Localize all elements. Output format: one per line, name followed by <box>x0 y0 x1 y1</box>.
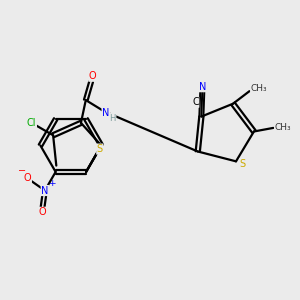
Text: N: N <box>102 108 110 118</box>
Text: +: + <box>48 179 55 188</box>
Text: H: H <box>110 113 116 122</box>
Text: S: S <box>97 144 103 154</box>
Text: Cl: Cl <box>27 118 36 128</box>
Text: N: N <box>199 82 206 92</box>
Text: O: O <box>24 173 32 183</box>
Text: C: C <box>192 97 199 107</box>
Text: −: − <box>17 166 26 176</box>
Text: O: O <box>89 71 97 81</box>
Text: N: N <box>41 185 49 196</box>
Text: O: O <box>39 207 46 217</box>
Text: CH₃: CH₃ <box>274 123 291 132</box>
Text: CH₃: CH₃ <box>251 84 267 93</box>
Text: S: S <box>239 159 246 169</box>
